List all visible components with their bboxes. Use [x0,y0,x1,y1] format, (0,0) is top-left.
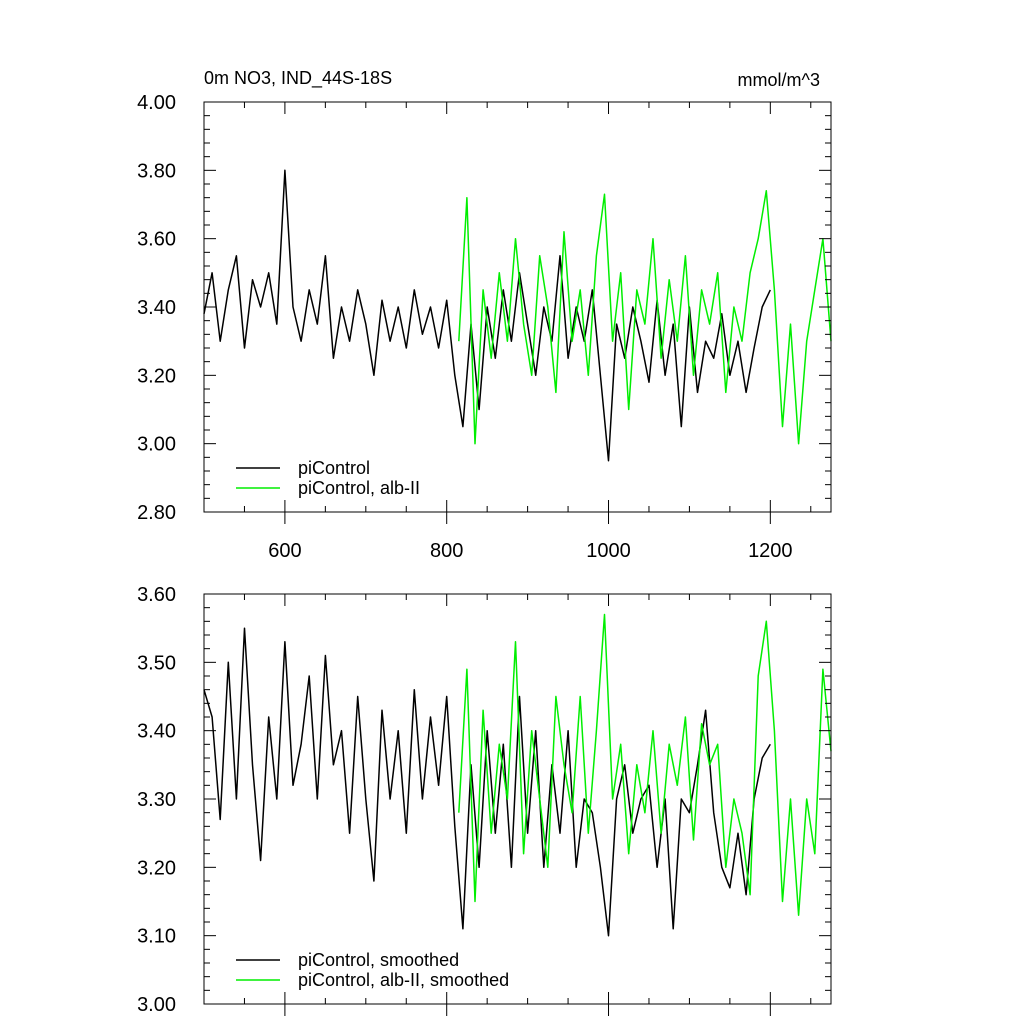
x-tick-label: 1000 [586,540,631,562]
chart-title: 0m NO3, IND_44S-18S [204,68,392,89]
y-tick-label: 3.30 [137,789,176,811]
y-tick-label: 3.20 [137,857,176,879]
plot-frame [203,593,832,1005]
legend-label: piControl, smoothed [298,950,459,970]
y-tick-label: 3.60 [137,229,176,251]
y-tick-label: 3.00 [137,994,176,1016]
y-tick-label: 3.00 [137,434,176,456]
y-tick-label: 3.40 [137,297,176,319]
series-line-2 [458,190,832,445]
plot-frame [203,101,832,513]
y-tick-label: 3.20 [137,365,176,387]
x-tick-label: 1200 [748,540,793,562]
legend-label: piControl, alb-II, smoothed [298,970,509,990]
y-tick-label: 2.80 [137,502,176,524]
x-tick-label: 600 [268,540,301,562]
legend-label: piControl [298,458,370,478]
x-tick-label: 800 [430,540,463,562]
chart-top-panel: 2.80 3.00 3.20 3.40 3.60 3.80 4.00 600 800 1000 12… [137,68,832,562]
series-line-1 [203,169,771,462]
units-label: mmol/m^3 [738,70,820,90]
series-line-1 [203,627,771,937]
y-tick-label: 3.50 [137,652,176,674]
y-tick-label: 4.00 [137,92,176,114]
y-tick-label: 3.80 [137,160,176,182]
y-tick-label: 3.40 [137,721,176,743]
chart-bottom-panel: 3.00 3.10 3.20 3.30 3.40 3.50 3.60 piControl, … [137,584,832,1016]
legend-label: piControl, alb-II [298,478,420,498]
y-tick-label: 3.60 [137,584,176,606]
y-tick-label: 3.10 [137,926,176,948]
series-line-2 [458,613,832,916]
